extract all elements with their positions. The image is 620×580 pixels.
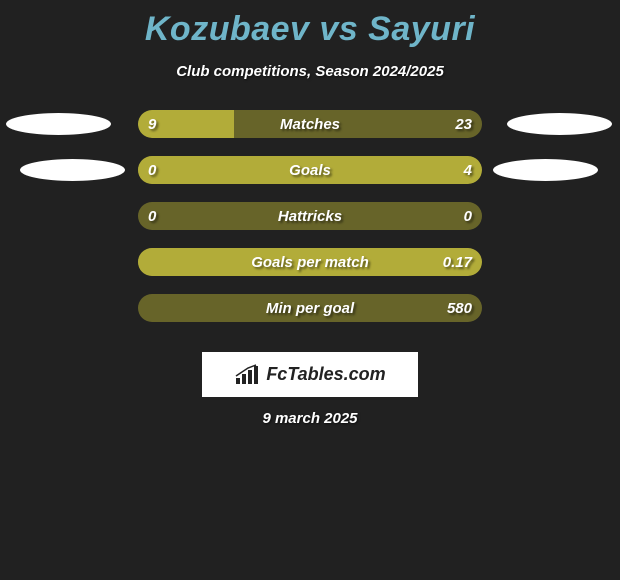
stat-value-b: 580	[447, 294, 472, 322]
brand-text: FcTables.com	[266, 364, 385, 385]
stat-value-b: 0	[464, 202, 472, 230]
brand-logo: FcTables.com	[202, 352, 418, 397]
stat-row: 0Goals4	[0, 156, 620, 202]
player-b-badge	[507, 113, 612, 135]
stat-label: Hattricks	[138, 202, 482, 230]
chart-icon	[234, 364, 260, 386]
stat-row: Min per goal580	[0, 294, 620, 340]
stat-row: 0Hattricks0	[0, 202, 620, 248]
stat-bar: 9Matches23	[138, 110, 482, 138]
comparison-title: Kozubaev vs Sayuri	[0, 0, 620, 49]
stat-bar: 0Goals4	[138, 156, 482, 184]
stat-value-b: 4	[464, 156, 472, 184]
stat-value-b: 23	[455, 110, 472, 138]
stat-label: Min per goal	[138, 294, 482, 322]
player-b-badge	[493, 159, 598, 181]
player-a-badge	[6, 113, 111, 135]
stat-bar: Goals per match0.17	[138, 248, 482, 276]
stat-label: Goals per match	[138, 248, 482, 276]
stat-row: Goals per match0.17	[0, 248, 620, 294]
stat-bar: Min per goal580	[138, 294, 482, 322]
stat-bar: 0Hattricks0	[138, 202, 482, 230]
stat-label: Matches	[138, 110, 482, 138]
comparison-subtitle: Club competitions, Season 2024/2025	[0, 63, 620, 80]
comparison-rows: 9Matches230Goals40Hattricks0Goals per ma…	[0, 110, 620, 340]
stat-label: Goals	[138, 156, 482, 184]
stat-value-b: 0.17	[443, 248, 472, 276]
player-a-badge	[20, 159, 125, 181]
stat-row: 9Matches23	[0, 110, 620, 156]
report-date: 9 march 2025	[0, 410, 620, 427]
